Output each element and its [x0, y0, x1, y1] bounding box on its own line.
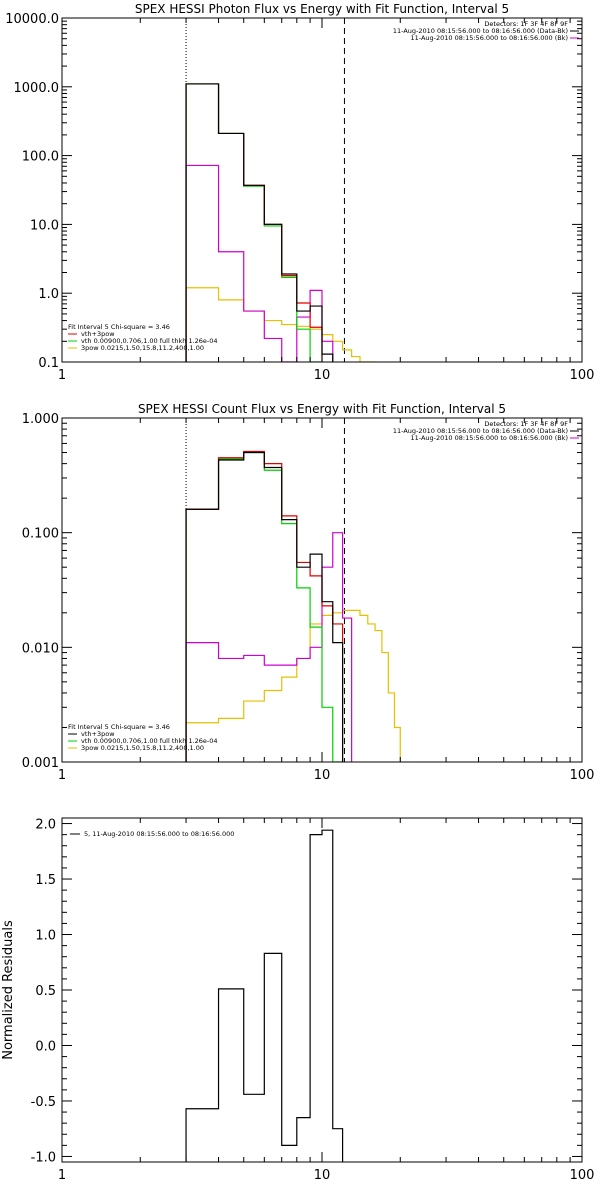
legend-label: 3pow 0.0215,1.50,15.8,11.2,400,1.00 [81, 744, 204, 752]
series-vth-3pow [185, 450, 344, 762]
x-axis: 1 10 100 [58, 418, 595, 783]
y-axis: 0.001 0.010 0.100 1.000 [22, 412, 582, 771]
y-tick-label: 1.000 [22, 412, 59, 427]
plot-title: SPEX HESSI Count Flux vs Energy with Fit… [138, 402, 506, 416]
x-tick-label: 10 [314, 1168, 331, 1183]
legend-label: vth 0.00900,0.706,1.00 full thkh 1.26e-0… [81, 737, 218, 745]
series-group [185, 829, 344, 1162]
info-line: 11-Aug-2010 08:15:56.000 to 08:16:56.000… [393, 27, 568, 35]
count-flux-plot: SPEX HESSI Count Flux vs Energy with Fit… [22, 402, 595, 783]
info-line: 11-Aug-2010 08:15:56.000 to 08:16:56.000… [411, 34, 568, 42]
x-tick-label: 1 [58, 368, 66, 383]
y-axis: -1.0 -0.5 0.0 0.5 1.0 1.5 2.0 [31, 818, 582, 1165]
y-tick-label: 10.0 [30, 218, 59, 233]
info-line: 11-Aug-2010 08:15:56.000 to 08:16:56.000… [393, 427, 568, 435]
legend: Fit Interval 5 Chi-square = 3.46vth+3pow… [68, 323, 218, 352]
residuals-plot: 1 10 100 -1.0 -0.5 0.0 0.5 1.0 1.5 2.0 Normalized … [1, 817, 595, 1183]
y-tick-label: 100.0 [22, 150, 59, 165]
legend: 5, 11-Aug-2010 08:15:56.000 to 08:16:56.… [70, 830, 234, 838]
y-tick-label: 1.0 [35, 929, 56, 944]
y-tick-label: -0.5 [31, 1095, 56, 1110]
x-tick-label: 10 [314, 768, 331, 783]
series-5-11-aug-2010-08-15-56-000-to-08-16-56-000 [185, 829, 344, 1162]
x-axis: 1 10 100 [58, 818, 595, 1183]
x-tick-label: 1 [58, 768, 66, 783]
y-tick-label: 1.0 [38, 287, 59, 302]
x-tick-label: 100 [570, 768, 595, 783]
y-tick-label: 0.5 [35, 984, 56, 999]
y-axis: 0.1 1.0 10.0 100.0 1000.0 10000.0 [5, 12, 582, 371]
x-tick-label: 100 [570, 368, 595, 383]
legend-label: Fit Interval 5 Chi-square = 3.46 [68, 723, 170, 731]
legend-label: vth+3pow [81, 730, 115, 738]
series-group [185, 450, 401, 762]
y-tick-label: 0.100 [22, 527, 59, 542]
legend-label: 3pow 0.0215,1.50,15.8,11.2,400,1.00 [81, 344, 204, 352]
y-tick-label: 0.1 [38, 356, 59, 371]
info-line: Detectors: 1F 3F 4F 8F 9F [484, 420, 568, 428]
series-data-bk [185, 451, 344, 762]
series-bk [185, 532, 353, 762]
y-tick-label: -1.0 [31, 1150, 56, 1165]
legend-label: 5, 11-Aug-2010 08:15:56.000 to 08:16:56.… [84, 830, 234, 838]
plot-title: SPEX HESSI Photon Flux vs Energy with Fi… [135, 2, 509, 16]
legend: Fit Interval 5 Chi-square = 3.46vth+3pow… [68, 723, 218, 752]
photon-flux-plot: SPEX HESSI Photon Flux vs Energy with Fi… [5, 2, 594, 383]
series-bk [185, 164, 334, 362]
legend-label: vth 0.00900,0.706,1.00 full thkh 1.26e-0… [81, 337, 218, 345]
y-tick-label: 2.0 [35, 818, 56, 833]
y-tick-label: 1.5 [35, 873, 56, 888]
info-line: 11-Aug-2010 08:15:56.000 to 08:16:56.000… [411, 434, 568, 442]
x-axis: 1 10 100 [58, 18, 595, 383]
y-axis-label: Normalized Residuals [1, 920, 16, 1060]
y-tick-label: 0.001 [22, 756, 59, 771]
y-tick-label: 0.0 [35, 1039, 56, 1054]
y-tick-label: 0.010 [22, 641, 59, 656]
legend-label: Fit Interval 5 Chi-square = 3.46 [68, 323, 170, 331]
legend-label: vth+3pow [81, 330, 115, 338]
series-group [185, 83, 376, 362]
x-tick-label: 10 [314, 368, 331, 383]
info-line: Detectors: 1F 3F 4F 8F 9F [484, 20, 568, 28]
y-tick-label: 1000.0 [14, 81, 60, 96]
x-tick-label: 100 [570, 1168, 595, 1183]
y-tick-label: 10000.0 [5, 12, 59, 27]
x-tick-label: 1 [58, 1168, 66, 1183]
series-data-bk [185, 83, 334, 362]
